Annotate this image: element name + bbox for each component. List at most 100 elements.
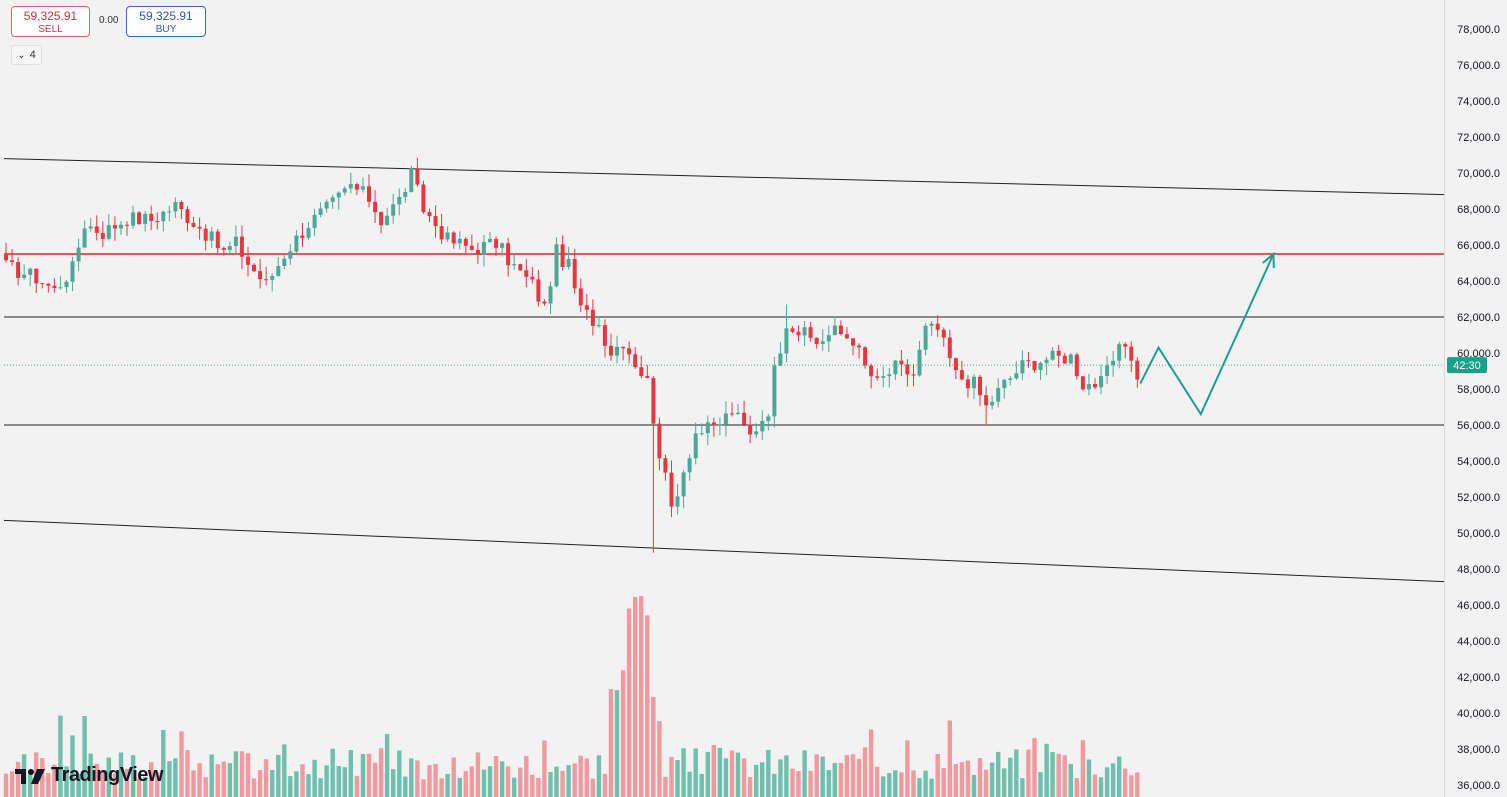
- candle-body: [427, 212, 432, 217]
- volume-bar: [270, 770, 275, 797]
- volume-bar: [397, 750, 402, 797]
- candle-body: [403, 192, 408, 197]
- forecast-drawing[interactable]: [1139, 251, 1275, 417]
- candle-body: [233, 236, 238, 247]
- candle-body: [923, 325, 928, 350]
- volume-bar: [324, 765, 329, 797]
- volume-bar: [251, 778, 257, 797]
- volume-bar: [173, 758, 178, 797]
- channel-upper-line: [3, 158, 1445, 196]
- candle-body: [548, 286, 553, 304]
- candle-body: [155, 221, 160, 223]
- volume-bar: [239, 751, 245, 797]
- candle-body: [887, 374, 892, 377]
- volume-bar: [167, 761, 172, 797]
- volume-bar: [64, 766, 69, 797]
- price-axis-panel[interactable]: [1444, 0, 1507, 797]
- candle-body: [300, 235, 305, 238]
- candle-body: [28, 268, 33, 275]
- volume-bar: [971, 774, 977, 797]
- indicators-toggle-button[interactable]: ⌄ 4: [11, 45, 42, 65]
- candle-body: [820, 341, 825, 344]
- volume-bar: [421, 779, 426, 797]
- candle-body: [475, 249, 480, 255]
- candle-body: [16, 262, 21, 278]
- volume-bar: [1092, 774, 1098, 797]
- buy-button[interactable]: 59,325.91 BUY: [126, 6, 206, 37]
- candle-body: [959, 370, 964, 380]
- volume-bar: [136, 778, 142, 797]
- volume-bar: [530, 774, 535, 797]
- volume-bar: [46, 773, 51, 797]
- candle-body: [790, 328, 795, 332]
- volume-bar: [989, 762, 995, 797]
- candle-body: [119, 224, 123, 229]
- volume-bar: [572, 763, 577, 797]
- candle-body: [778, 353, 783, 366]
- volume-bar: [378, 748, 384, 797]
- price-tick-label: 74,000.0: [1457, 96, 1500, 108]
- candle-body: [524, 270, 529, 277]
- volume-bar: [923, 770, 928, 797]
- volume-bar: [318, 778, 323, 797]
- candle-body: [324, 201, 329, 209]
- candle-body: [1038, 363, 1043, 370]
- volume-bar: [1062, 755, 1067, 797]
- volume-bar: [566, 765, 571, 797]
- volume-bar: [578, 755, 583, 797]
- volume-bar: [70, 735, 75, 797]
- candle-body: [179, 202, 184, 210]
- buy-price: 59,325.91: [139, 9, 193, 23]
- sell-button[interactable]: 59,325.91 SELL: [11, 6, 90, 37]
- volume-bar: [838, 763, 844, 797]
- candle-body: [736, 412, 740, 414]
- candle-body: [838, 325, 843, 335]
- candle-body: [1129, 346, 1134, 361]
- candle-body: [627, 348, 632, 355]
- candle-body: [415, 168, 420, 185]
- volume-bar: [124, 768, 130, 797]
- candle-body: [621, 346, 626, 349]
- candle-body: [167, 211, 172, 213]
- candle-body: [651, 377, 656, 424]
- candle-body: [288, 251, 293, 259]
- candle-body: [512, 264, 517, 266]
- volume-bar: [996, 751, 1001, 797]
- volume-bar: [802, 750, 807, 797]
- candle-body: [875, 376, 880, 378]
- candle-body: [1020, 360, 1025, 374]
- volume-bar: [1104, 767, 1110, 797]
- volume-bar: [493, 755, 499, 797]
- candle-body: [34, 268, 39, 284]
- spread-value: 0.00: [99, 15, 119, 26]
- volume-bar: [584, 758, 589, 797]
- candle-body: [500, 243, 505, 248]
- volume-bar: [1080, 740, 1086, 797]
- sell-price: 59,325.91: [23, 9, 78, 23]
- volume-bar: [705, 751, 710, 797]
- volume-bar: [76, 774, 81, 797]
- candle-body: [1032, 361, 1037, 371]
- volume-bar: [227, 763, 233, 797]
- candle-body: [602, 325, 607, 346]
- volume-bar: [826, 770, 831, 797]
- volume-bar: [1098, 777, 1104, 797]
- candle-body: [282, 258, 287, 266]
- volume-bar: [965, 760, 971, 797]
- candle-body: [276, 266, 281, 276]
- candle-body: [264, 279, 269, 281]
- forecast-path: [1139, 253, 1275, 417]
- candle-body: [572, 259, 577, 289]
- candle-body: [832, 325, 837, 336]
- tradingview-logo[interactable]: TradingView: [15, 764, 163, 787]
- volume-bar: [983, 769, 989, 797]
- candle-body: [64, 281, 69, 288]
- candle-body: [306, 227, 311, 238]
- candle-body: [748, 424, 753, 435]
- candle-body: [209, 231, 214, 241]
- volume-bar: [905, 740, 910, 797]
- volume-bar: [608, 689, 614, 797]
- volume-bar: [711, 745, 716, 797]
- candle-body: [131, 212, 136, 226]
